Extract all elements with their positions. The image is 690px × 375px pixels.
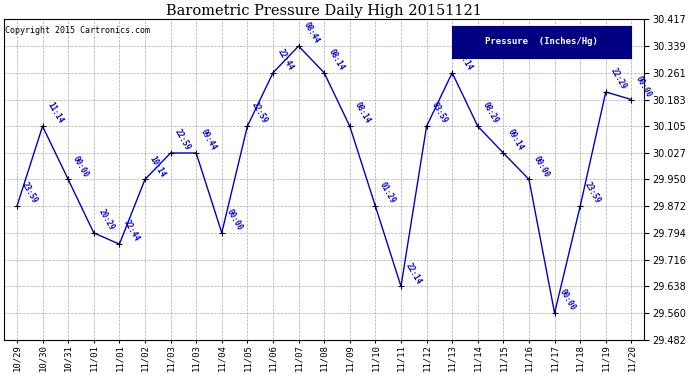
Text: 08:14: 08:14: [455, 48, 474, 72]
Text: 10:14: 10:14: [148, 154, 167, 178]
Text: 03:59: 03:59: [429, 101, 448, 126]
Text: 08:44: 08:44: [302, 21, 321, 45]
Text: 22:59: 22:59: [173, 128, 193, 152]
Text: 22:59: 22:59: [250, 101, 270, 126]
Text: 22:44: 22:44: [122, 219, 141, 243]
Text: 20:29: 20:29: [97, 207, 116, 232]
Text: 09:44: 09:44: [199, 128, 218, 152]
Text: 08:14: 08:14: [327, 48, 346, 72]
Text: 08:14: 08:14: [353, 101, 372, 126]
Text: 22:44: 22:44: [276, 48, 295, 72]
Title: Barometric Pressure Daily High 20151121: Barometric Pressure Daily High 20151121: [166, 4, 482, 18]
Text: Copyright 2015 Cartronics.com: Copyright 2015 Cartronics.com: [6, 26, 150, 35]
Text: 11:14: 11:14: [46, 101, 65, 126]
Text: 23:59: 23:59: [583, 181, 602, 206]
Text: 08:29: 08:29: [480, 101, 500, 126]
Text: 22:14: 22:14: [404, 261, 423, 285]
Text: 09:14: 09:14: [506, 128, 526, 152]
Text: 23:59: 23:59: [20, 181, 39, 206]
Text: 00:00: 00:00: [634, 74, 653, 99]
Text: 22:29: 22:29: [609, 67, 628, 91]
Text: 00:00: 00:00: [71, 154, 90, 178]
Text: 00:00: 00:00: [532, 154, 551, 178]
Text: 00:00: 00:00: [224, 207, 244, 232]
Text: 00:00: 00:00: [558, 288, 577, 312]
Text: 01:29: 01:29: [378, 181, 397, 206]
